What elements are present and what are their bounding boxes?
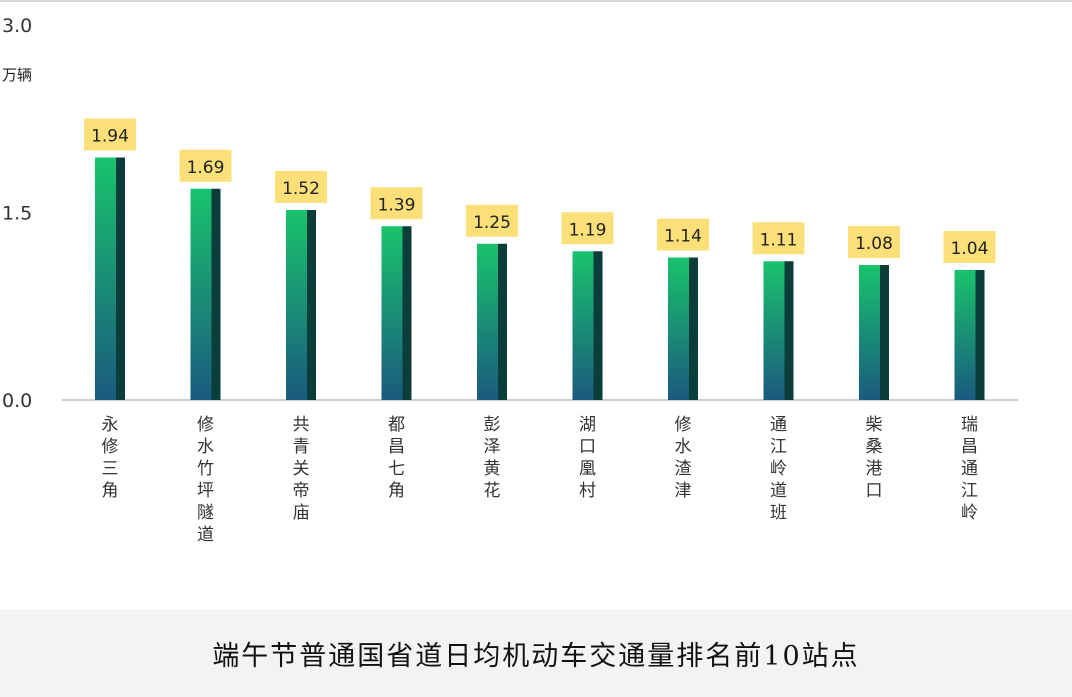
- category-label: 修水竹坪隧道: [197, 415, 214, 545]
- category-label: 通江岭道班: [770, 415, 787, 523]
- chart-caption: 端午节普通国省道日均机动车交通量排名前10站点: [212, 641, 860, 672]
- y-tick-label: 3.0: [2, 15, 32, 37]
- bar-side: [880, 265, 889, 400]
- bar-group: 1.04: [943, 231, 996, 400]
- bar: [381, 226, 403, 400]
- bar-side: [402, 226, 412, 400]
- bar-group: 1.25: [466, 204, 518, 400]
- bar-group: 1.11: [752, 222, 805, 400]
- bar-group: 1.94: [84, 118, 136, 400]
- bar-group: 1.14: [657, 218, 709, 400]
- bar-side: [211, 188, 221, 400]
- value-label: 1.94: [91, 127, 129, 147]
- value-label-box: [943, 231, 996, 263]
- bar: [763, 261, 785, 400]
- bar: [286, 210, 307, 400]
- value-label: 1.19: [569, 220, 607, 240]
- category-label: 共青关帝庙: [293, 415, 310, 523]
- bar: [95, 157, 116, 400]
- value-label-box: [370, 187, 423, 220]
- bar-side: [975, 270, 985, 400]
- bar-group: 1.39: [370, 187, 423, 400]
- category-label: 彭泽黄花: [484, 415, 501, 501]
- bar-side: [307, 210, 316, 400]
- y-tick-label: 0.0: [2, 390, 32, 412]
- category-label: 永修三角: [102, 415, 119, 501]
- bar-side: [593, 251, 603, 400]
- y-unit-label: 万辆: [2, 66, 32, 84]
- bar-group: 1.69: [179, 149, 232, 400]
- value-label: 1.14: [664, 227, 702, 247]
- value-label: 1.11: [760, 230, 798, 250]
- category-label: 湖口凰村: [579, 415, 596, 501]
- value-label: 1.39: [378, 195, 416, 215]
- value-label: 1.25: [473, 213, 511, 233]
- bar-side: [689, 257, 698, 400]
- category-label: 都昌七角: [388, 415, 405, 501]
- bar: [572, 251, 594, 400]
- value-label-box: [84, 118, 136, 151]
- bar: [954, 270, 976, 400]
- value-label: 1.52: [282, 179, 320, 199]
- value-label-box: [848, 226, 900, 258]
- bar-chart: 0.0 1.5 3.0 万辆 1.94 1.69 1.52 1.39 1.25 1.19 1.14…: [2, 15, 1018, 545]
- category-label: 瑞昌通江岭: [961, 415, 978, 523]
- bar-group: 1.52: [275, 171, 327, 400]
- bar: [859, 265, 880, 400]
- value-label-box: [179, 149, 232, 182]
- category-labels: 永修三角 修水竹坪隧道 共青关帝庙 都昌七角 彭泽黄花 湖口凰村 修水渣津 通江岭道班 柴桑港口…: [102, 415, 979, 545]
- top-border: [0, 0, 1072, 2]
- value-label: 1.04: [951, 239, 989, 259]
- value-label: 1.69: [187, 158, 225, 178]
- bar-group: 1.08: [848, 226, 900, 400]
- y-tick-label: 1.5: [2, 203, 32, 225]
- value-label: 1.08: [855, 234, 893, 254]
- bar: [668, 257, 689, 400]
- value-label-box: [466, 204, 518, 237]
- value-label-box: [275, 171, 327, 203]
- value-label-box: [561, 212, 614, 245]
- category-label: 修水渣津: [675, 415, 692, 501]
- bar-group: 1.19: [561, 212, 614, 400]
- value-label-box: [752, 222, 805, 255]
- y-axis: 0.0 1.5 3.0 万辆: [2, 15, 1018, 412]
- value-label-box: [657, 218, 709, 251]
- bar-side: [784, 261, 794, 400]
- bars: 1.94 1.69 1.52 1.39 1.25 1.19 1.14 1.11 1.08 1.04: [84, 118, 996, 400]
- category-label: 柴桑港口: [866, 415, 883, 501]
- bar: [477, 243, 498, 400]
- bar-side: [116, 157, 125, 400]
- bar: [190, 188, 212, 400]
- caption-bar: 端午节普通国省道日均机动车交通量排名前10站点: [0, 610, 1072, 697]
- bar-side: [498, 243, 507, 400]
